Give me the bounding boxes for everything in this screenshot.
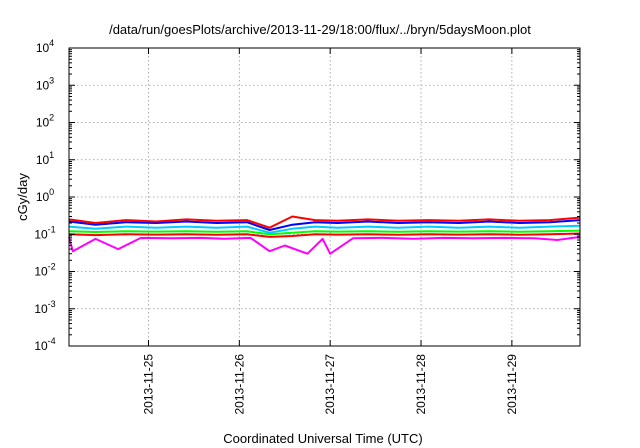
x-tick-label: 2013-11-28 [414,354,428,415]
x-tick-label: 2013-11-25 [141,354,155,415]
y-axis-label: cGy/day [15,173,30,221]
x-axis-label: Coordinated Universal Time (UTC) [223,431,422,446]
x-tick-label: 2013-11-26 [232,354,246,415]
x-tick-label: 2013-11-27 [323,354,337,415]
x-tick-label: 2013-11-29 [505,354,519,415]
chart-title: /data/run/goesPlots/archive/2013-11-29/1… [109,22,531,37]
